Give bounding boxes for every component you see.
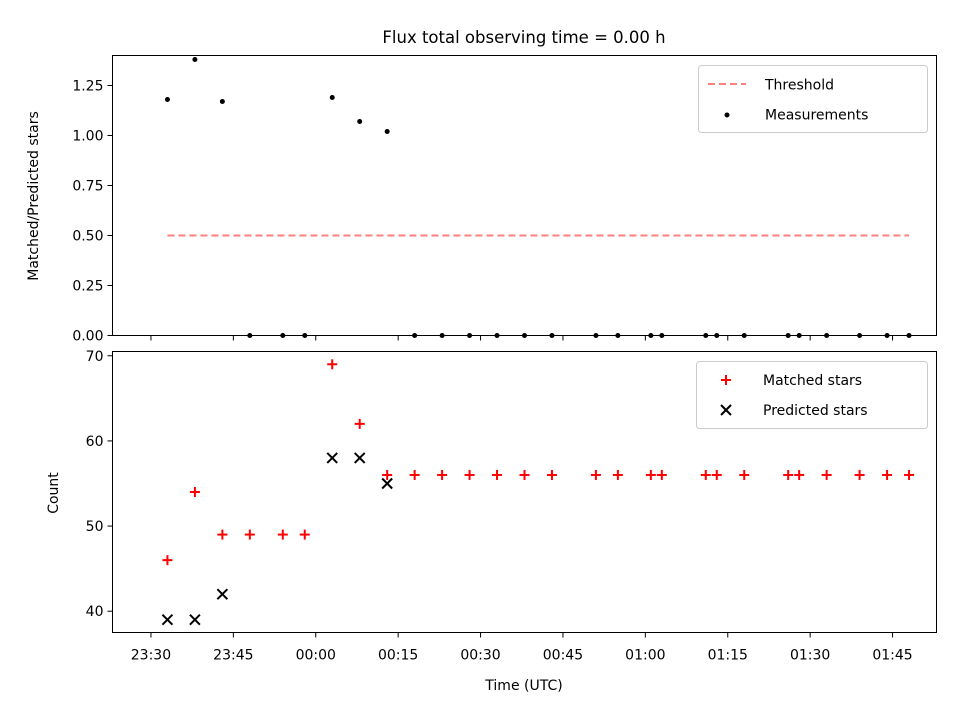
x-tick-label: 01:30 [790, 648, 830, 664]
x-tick-label: 01:15 [708, 648, 748, 664]
matched-star-point [904, 469, 915, 480]
top-y-tick-label: 0.50 [72, 229, 103, 245]
bottom-y-axis: 40 50 60 70 [86, 349, 113, 620]
legend-predicted-label: Predicted stars [763, 403, 868, 419]
top-panel: 0.00 0.25 0.50 0.75 1.00 1.25 Matched/Predict… [26, 55, 937, 345]
top-y-tick-label: 0.00 [72, 329, 103, 345]
matched-star-point [794, 469, 805, 480]
matched-star-point [492, 469, 503, 480]
matched-star-point [189, 487, 200, 497]
x-tick-label: 01:45 [872, 648, 912, 664]
matched-star-point [590, 469, 601, 480]
x-tick-label: 00:30 [460, 648, 500, 664]
top-y-tick-label: 0.75 [72, 179, 103, 195]
bottom-y-tick-label: 60 [86, 434, 104, 450]
x-tick-label: 00:00 [296, 648, 336, 664]
top-axes-frame [112, 55, 937, 336]
legend-predicted-swatch [720, 404, 732, 416]
top-y-tick-label: 1.00 [72, 129, 103, 145]
matched-star-point [244, 529, 255, 540]
x-axis-label: Time (UTC) [484, 678, 562, 694]
matched-star-point [354, 418, 365, 429]
predicted-star-point [216, 588, 229, 600]
bottom-y-tick-label: 40 [86, 604, 104, 620]
top-legend-box [698, 65, 928, 133]
top-legend: Threshold Measurements [698, 65, 928, 133]
top-y-axis-label: Matched/Predicted stars [26, 111, 42, 281]
bottom-y-axis-label: Count [46, 472, 62, 514]
chart-title: Flux total observing time = 0.00 h [382, 28, 665, 47]
measurement-point [192, 57, 198, 62]
bottom-legend-box [696, 361, 928, 429]
matched-star-point [382, 469, 393, 480]
matched-star-point [656, 469, 667, 480]
predicted-star-point [326, 452, 338, 464]
measurement-point [219, 99, 225, 104]
measurement-point [384, 129, 390, 134]
top-y-tick-label: 0.25 [72, 279, 103, 295]
bottom-axes-frame [112, 351, 937, 633]
predicted-star-point [353, 452, 366, 464]
legend-measurements-label: Measurements [765, 108, 868, 124]
bottom-plot-data [161, 359, 915, 626]
x-tick-label: 00:15 [378, 648, 418, 664]
legend-measurements-swatch [724, 112, 730, 118]
x-tick-label: 00:45 [543, 648, 583, 664]
matched-star-point [612, 469, 623, 480]
bottom-panel: 40 50 60 70 23:30 23:45 00:00 00:15 00:30 00:45 0… [46, 349, 937, 694]
matched-star-point [882, 469, 893, 480]
measurement-point [164, 97, 170, 102]
matched-star-point [821, 469, 832, 480]
top-y-axis: 0.00 0.25 0.50 0.75 1.00 1.25 [72, 79, 113, 345]
matched-star-point [464, 469, 475, 480]
x-tick-label: 23:45 [213, 648, 253, 664]
predicted-star-point [161, 614, 174, 626]
matched-star-point [519, 469, 530, 480]
predicted-star-point [189, 614, 201, 626]
x-tick-label: 01:00 [625, 648, 665, 664]
matched-star-point [854, 469, 865, 480]
predicted-star-point [381, 477, 393, 490]
matched-star-point [299, 529, 310, 540]
matched-star-point [409, 469, 420, 480]
top-x-axis [150, 335, 894, 341]
matched-star-point [546, 469, 557, 480]
bottom-y-tick-label: 70 [86, 349, 104, 365]
measurement-point [329, 95, 335, 100]
bottom-y-tick-label: 50 [86, 519, 104, 535]
measurement-point [357, 119, 363, 124]
legend-matched-swatch [721, 375, 731, 385]
legend-threshold-label: Threshold [764, 78, 834, 94]
x-tick-label: 23:30 [131, 648, 171, 664]
legend-matched-label: Matched stars [763, 373, 862, 389]
matched-star-point [162, 555, 173, 566]
matched-star-point [783, 469, 794, 480]
matched-star-point [739, 469, 750, 480]
matched-star-point [217, 529, 228, 540]
matched-star-point [711, 469, 722, 480]
matched-star-point [277, 529, 288, 540]
matched-star-point [437, 469, 448, 480]
matched-star-point [327, 359, 338, 370]
top-y-tick-label: 1.25 [72, 79, 103, 95]
bottom-legend: Matched stars Predicted stars [696, 361, 928, 429]
matched-star-point [645, 469, 656, 480]
matched-star-point [700, 469, 711, 480]
bottom-x-axis: 23:30 23:45 00:00 00:15 00:30 00:45 01:00 01:15… [131, 632, 913, 664]
